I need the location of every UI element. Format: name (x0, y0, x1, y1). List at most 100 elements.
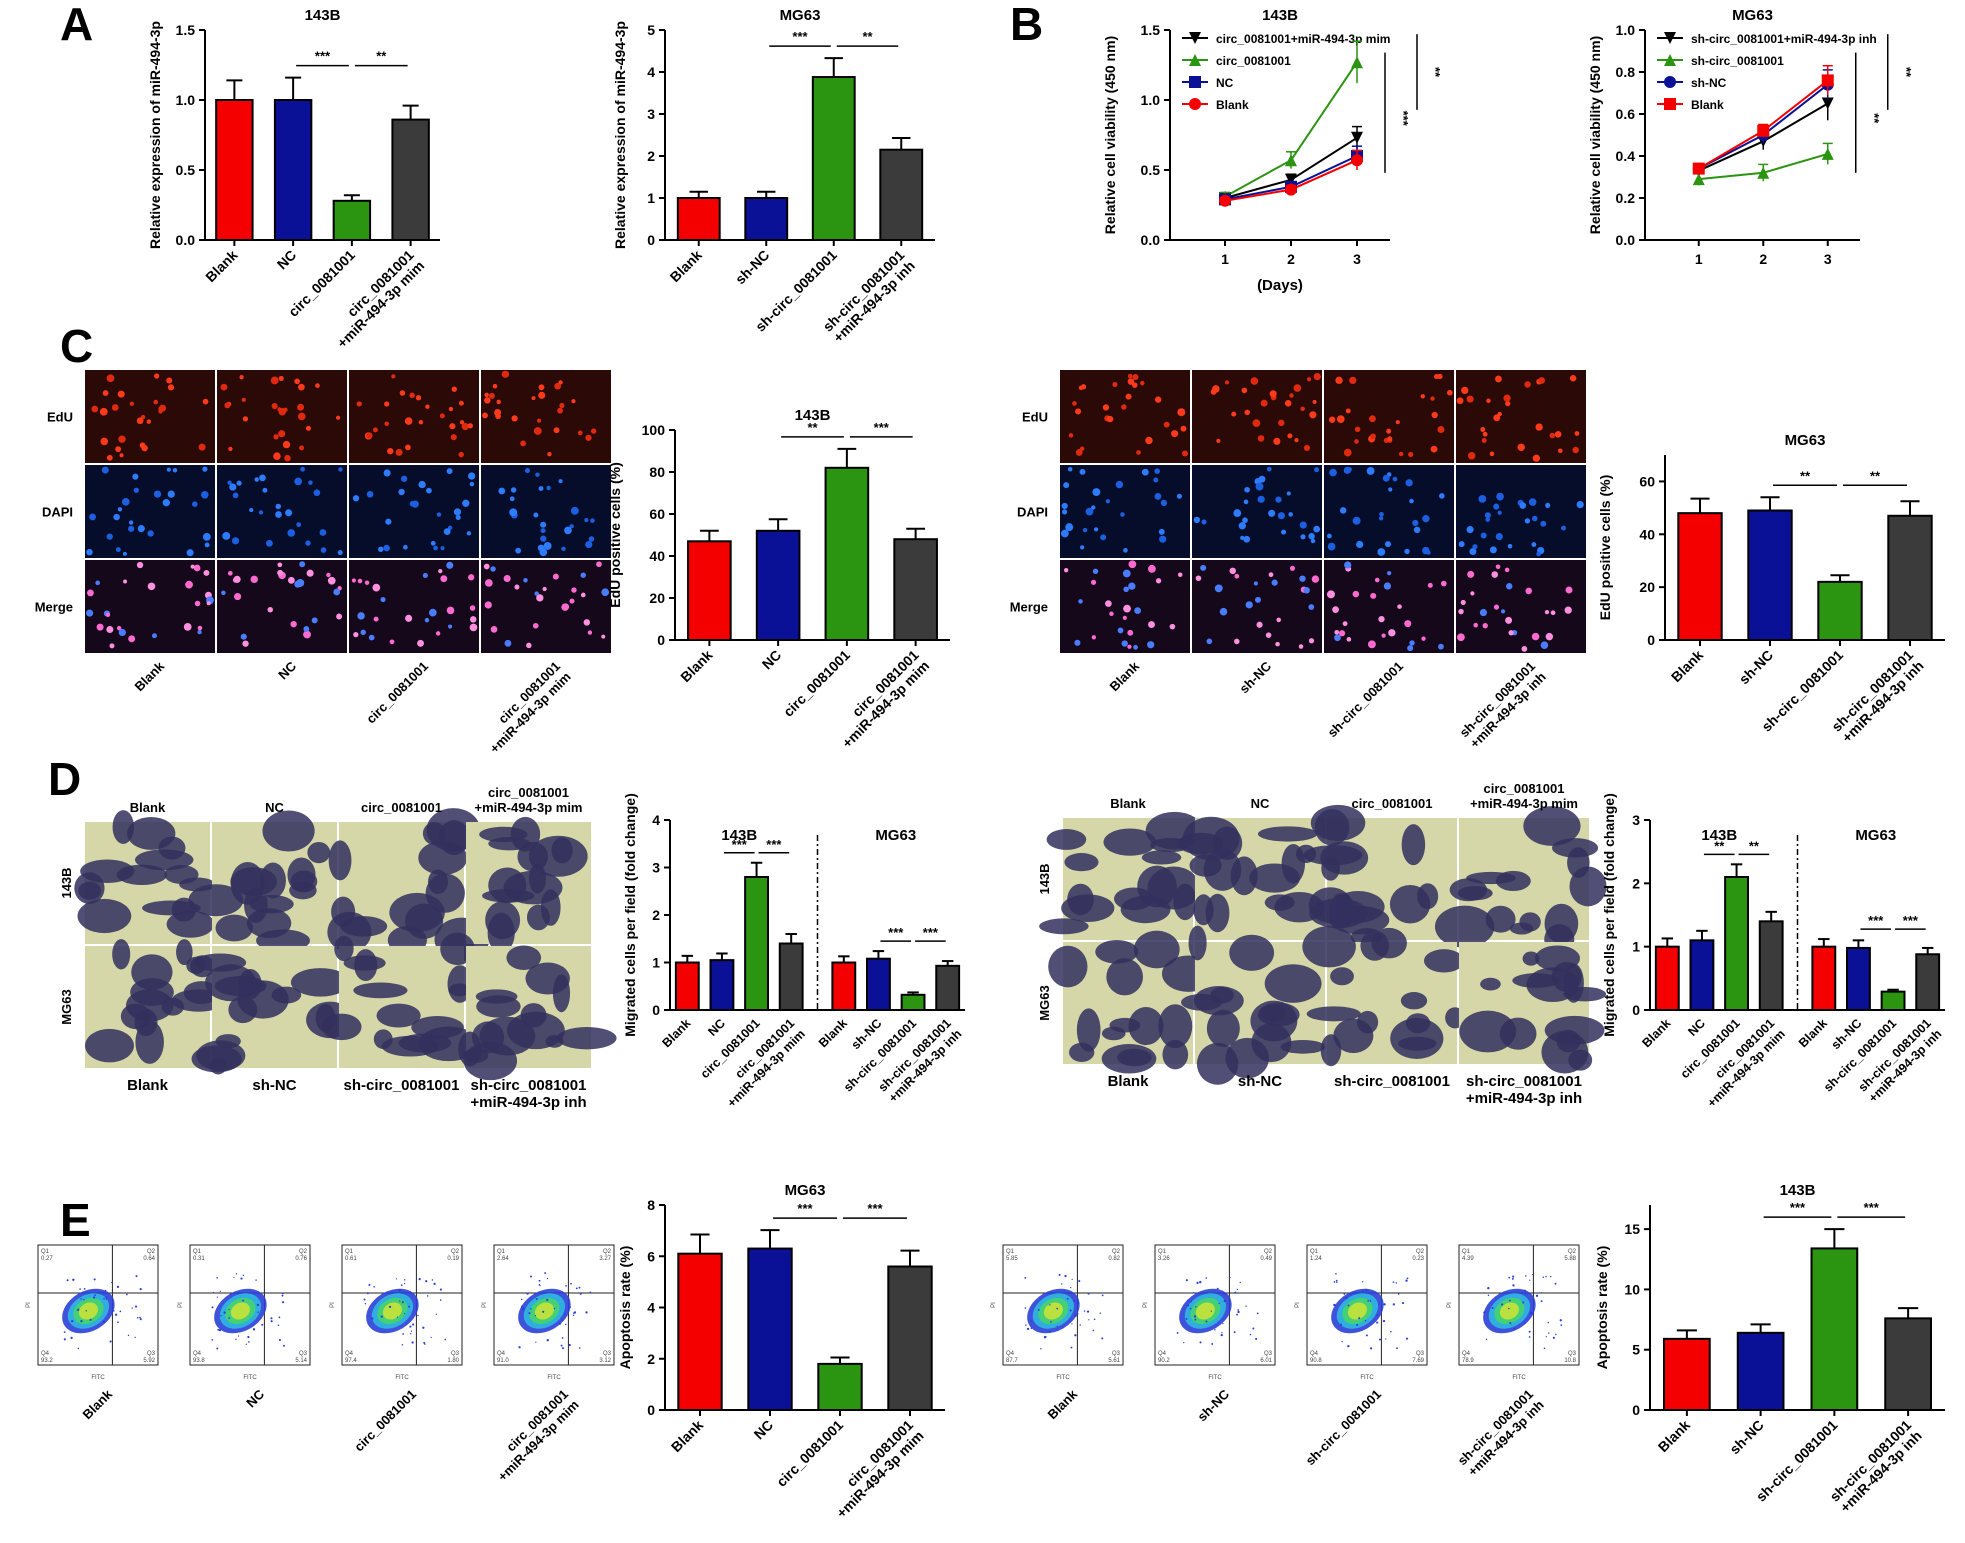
flow-left-event (395, 1278, 398, 1280)
edu-grid-right-cell (1061, 509, 1068, 515)
edu-grid-left-cell (520, 440, 527, 447)
chart-d1-x-tick-label-group: NC (705, 1016, 728, 1039)
edu-grid-right-cell (1480, 427, 1486, 433)
edu-grid-left-cell (185, 580, 193, 589)
flow-left-y-axis-label: PI (26, 1302, 32, 1308)
transwell-right-bottom-label: sh-NC (1238, 1073, 1282, 1090)
edu-grid-right-cell (1112, 381, 1118, 388)
flow-left-event (66, 1279, 69, 1282)
flow-right-event (1525, 1275, 1527, 1277)
chart-a1-bar (391, 118, 430, 241)
flow-left-q-name: Q4 (345, 1351, 354, 1357)
edu-grid-right-cell (1422, 515, 1430, 523)
chart-c2-title: MG63 (1785, 432, 1826, 449)
edu-grid-right-cell (1299, 575, 1306, 582)
edu-grid-right-cell (1216, 438, 1221, 443)
edu-grid-right-cell (1525, 587, 1533, 595)
chart-c1-bar (687, 540, 732, 641)
flow-right-event (1071, 1278, 1073, 1280)
flow-right-event (1365, 1288, 1368, 1291)
flow-right-population (1043, 1302, 1063, 1320)
flow-left-event (281, 1294, 284, 1297)
transwell-right-stain (1095, 940, 1139, 964)
edu-grid-left-micrograph (85, 560, 215, 653)
edu-grid-left-cell (509, 496, 515, 502)
edu-grid-left-cell (86, 609, 94, 617)
flow-right-q-name: Q1 (1310, 1249, 1319, 1255)
chart-b2-point (1692, 162, 1705, 175)
edu-grid-right-cell (1092, 568, 1099, 575)
edu-grid-left-cell (166, 377, 173, 384)
chart-d2-bar (1811, 945, 1837, 1012)
chart-b2-legend-label: Blank (1691, 98, 1724, 112)
flow-left-event (136, 1316, 139, 1319)
edu-grid-left-cell (254, 477, 259, 482)
flow-right-event (1523, 1289, 1526, 1292)
flow-left-event (568, 1343, 571, 1347)
transwell-left-stain (328, 840, 352, 881)
chart-d1-group-title: 143B (721, 827, 757, 844)
edu-grid-left-cell (559, 402, 565, 409)
edu-grid-right-cell (1377, 548, 1386, 556)
transwell-right-stain (1281, 844, 1306, 884)
flow-right-event (1249, 1333, 1252, 1336)
edu-grid-left-cell (154, 373, 160, 379)
flow-left-event (544, 1272, 547, 1275)
flow-left-event (565, 1323, 567, 1326)
flow-right: Q15.85Q20.82Q487.7Q35.61FITCPIBlankQ13.2… (991, 1244, 1580, 1479)
flow-right-event (1401, 1302, 1405, 1305)
chart-c1-y-tick-label: 60 (649, 506, 665, 522)
flow-right-q-name: Q1 (1462, 1249, 1471, 1255)
edu-grid-left-cell (440, 546, 445, 551)
edu-grid-left-cell (278, 430, 286, 438)
edu-grid-right-cell (1128, 582, 1136, 590)
edu-grid-right-cell (1121, 404, 1127, 410)
chart-d2-y-tick-label: 2 (1632, 875, 1640, 891)
flow-right-event (1369, 1347, 1373, 1350)
edu-grid-left-cell (426, 487, 432, 494)
transwell-left-stain (290, 870, 318, 893)
edu-grid-right-cell (1397, 604, 1402, 609)
edu-grid-right-cell (1080, 384, 1087, 390)
chart-d2-bar (1846, 946, 1871, 1012)
edu-grid-right-cell (1392, 476, 1398, 482)
chart-b1-point (1351, 154, 1363, 167)
edu-grid-left-cell (558, 479, 563, 484)
flow-left-event (139, 1288, 142, 1291)
transwell-left-top-label: NC (265, 800, 284, 815)
edu-grid-left-cell (99, 407, 108, 416)
flow-right-event (1333, 1281, 1336, 1283)
edu-grid-right-col-label: sh-NC (1236, 658, 1274, 696)
edu-grid-left-cell (106, 533, 113, 540)
flow-right-event (1378, 1338, 1382, 1341)
flow-right-q-name: Q4 (1006, 1351, 1015, 1357)
transwell-right-stain (1280, 1040, 1326, 1054)
chart-d1-y-tick-label: 4 (652, 812, 660, 828)
edu-grid-left-cell (106, 625, 114, 633)
flow-left-event (228, 1308, 230, 1311)
flow-left-event (439, 1288, 442, 1291)
chart-d2-ylabel: Migrated cells per field (fold change) (1601, 793, 1617, 1036)
flow-right-event (1245, 1305, 1247, 1307)
flow-right-event (1364, 1319, 1367, 1322)
transwell-left-stain (353, 982, 408, 999)
chart-e1: 0 2 4 6 8 MG63 Apoptosis rate (%) Blank NCcirc_0… (617, 1182, 945, 1521)
edu-grid-left-cell (119, 453, 124, 458)
edu-grid-left-cell (453, 508, 462, 516)
edu-grid-right-col-label-group: sh-NC (1236, 658, 1274, 696)
chart-a1-bar (332, 199, 372, 242)
edu-grid-right-row-label: DAPI (1017, 505, 1048, 520)
edu-grid-right-cell (1486, 398, 1491, 404)
flow-right-event (1383, 1303, 1386, 1306)
flow-right-q-value: 0.82 (1108, 1256, 1120, 1262)
edu-grid-right-cell (1122, 615, 1127, 620)
edu-grid-right-cell (1326, 590, 1335, 599)
chart-d2-sig-label: ** (1749, 838, 1760, 853)
chart-b1-legend-marker (1189, 98, 1201, 110)
edu-grid-left-cell (546, 485, 551, 491)
flow-right-q-value: 87.7 (1006, 1358, 1018, 1364)
edu-grid-right-cell (1160, 499, 1168, 507)
edu-grid-left-col-label-group: circ_0081001+miR-494-3p mim (487, 659, 574, 757)
transwell-right-stain (1188, 925, 1207, 961)
edu-grid-left-cell (277, 569, 284, 576)
